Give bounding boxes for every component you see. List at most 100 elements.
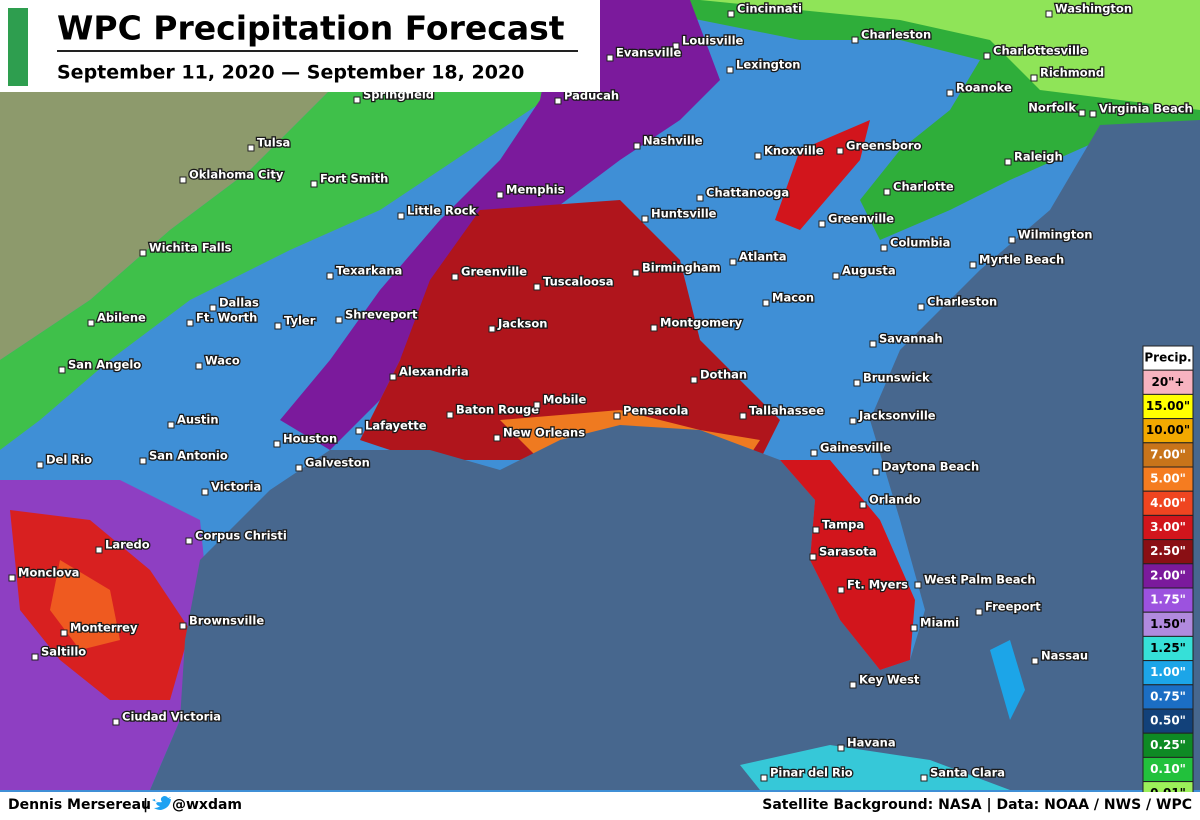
city-marker — [274, 322, 282, 330]
city-label: Charleston — [927, 295, 997, 309]
legend-swatch — [1142, 539, 1194, 565]
city-marker — [58, 366, 66, 374]
city-label: Tyler — [284, 314, 316, 328]
legend-label: 1.75" — [1150, 593, 1186, 607]
city-marker — [849, 681, 857, 689]
city-marker — [326, 272, 334, 280]
city-marker — [310, 180, 318, 188]
city-marker — [451, 273, 459, 281]
city-marker — [690, 376, 698, 384]
legend-label: 4.00" — [1150, 496, 1186, 510]
city-marker — [969, 261, 977, 269]
city-label: Washington — [1055, 2, 1132, 16]
city-marker — [739, 412, 747, 420]
legend-label: 1.25" — [1150, 641, 1186, 655]
bahamas — [990, 640, 1025, 720]
city-label: Ciudad Victoria — [122, 710, 221, 724]
legend-label: 1.50" — [1150, 617, 1186, 631]
city-marker — [60, 629, 68, 637]
city-label: Del Rio — [46, 453, 92, 467]
city-label: Laredo — [105, 538, 150, 552]
city-label: Memphis — [506, 183, 565, 197]
city-label: Tulsa — [257, 136, 290, 150]
subtitle: September 11, 2020 — September 18, 2020 — [57, 62, 524, 84]
legend-label: 2.50" — [1150, 544, 1186, 558]
ocean — [150, 120, 1200, 790]
city-label: Orlando — [869, 493, 921, 507]
city-label: Birmingham — [642, 261, 721, 275]
legend-swatch — [1142, 684, 1194, 710]
city-label: Jacksonville — [858, 409, 936, 423]
city-label: Greenville — [461, 265, 527, 279]
city-label: Wichita Falls — [149, 241, 232, 255]
legend-label: 0.75" — [1150, 689, 1186, 703]
city-marker — [355, 427, 363, 435]
legend-swatch — [1142, 587, 1194, 613]
city-label: Monclova — [18, 566, 79, 580]
city-marker — [1031, 657, 1039, 665]
city-marker — [809, 553, 817, 561]
legend-swatch — [1142, 490, 1194, 516]
legend-label: 0.25" — [1150, 738, 1186, 752]
legend-label: 20"+ — [1151, 375, 1184, 389]
city-marker — [36, 461, 44, 469]
city-label: Lexington — [736, 58, 801, 72]
city-label: Miami — [920, 616, 959, 630]
red-band — [360, 200, 780, 460]
city-label: Little Rock — [407, 204, 477, 218]
city-label: Atlanta — [739, 250, 787, 264]
legend-swatch — [1142, 442, 1194, 468]
city-marker — [849, 417, 857, 425]
lightest-precip — [700, 0, 1200, 110]
city-marker — [641, 215, 649, 223]
handle: @wxdam — [172, 797, 242, 813]
city-marker — [975, 608, 983, 616]
city-marker — [112, 718, 120, 726]
city-label: Charleston — [861, 28, 931, 42]
legend-label: 15.00" — [1146, 399, 1190, 413]
city-marker — [185, 537, 193, 545]
city-label: Charlottesville — [993, 44, 1088, 58]
city-marker — [853, 379, 861, 387]
city-label: Galveston — [305, 456, 370, 470]
city-marker — [812, 526, 820, 534]
city-marker — [488, 325, 496, 333]
city-marker — [179, 622, 187, 630]
separator: | — [143, 797, 148, 813]
city-marker — [167, 421, 175, 429]
city-marker — [1089, 110, 1097, 118]
legend-swatch — [1142, 418, 1194, 444]
city-label: Pensacola — [623, 404, 688, 418]
city-marker — [760, 774, 768, 782]
city-marker — [95, 546, 103, 554]
city-marker — [1078, 109, 1086, 117]
city-label: Myrtle Beach — [979, 253, 1064, 267]
legend-label: 7.00" — [1150, 447, 1186, 461]
city-marker — [754, 152, 762, 160]
city-label: Abilene — [97, 311, 146, 325]
city-label: Freeport — [985, 600, 1041, 614]
city-marker — [446, 411, 454, 419]
city-label: West Palm Beach — [924, 573, 1036, 587]
city-marker — [632, 269, 640, 277]
city-label: Macon — [772, 291, 814, 305]
florida-red — [780, 460, 915, 670]
legend-label: 3.00" — [1150, 520, 1186, 534]
city-marker — [389, 373, 397, 381]
city-label: Texarkana — [336, 264, 402, 278]
city-marker — [729, 258, 737, 266]
city-label: Alexandria — [399, 365, 469, 379]
city-label: Tampa — [822, 518, 864, 532]
city-label: Raleigh — [1014, 150, 1063, 164]
city-marker — [31, 653, 39, 661]
legend-swatch — [1142, 563, 1194, 589]
city-marker — [917, 303, 925, 311]
city-label: Norfolk — [1028, 101, 1076, 115]
city-marker — [910, 624, 918, 632]
cuba — [740, 745, 1010, 790]
city-label: Waco — [205, 354, 240, 368]
city-marker — [1030, 74, 1038, 82]
legend-label: 5.00" — [1150, 472, 1186, 486]
city-label: Charlotte — [893, 180, 954, 194]
